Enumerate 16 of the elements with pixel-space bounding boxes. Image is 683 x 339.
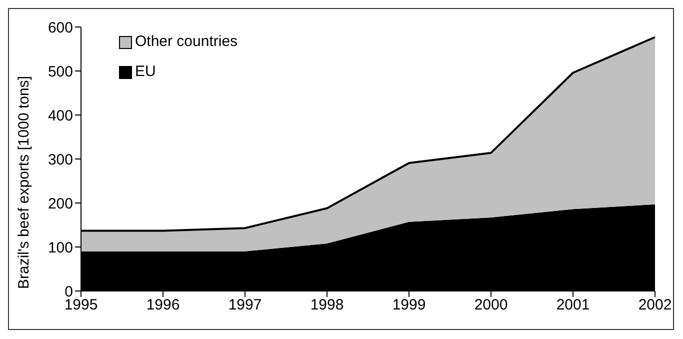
x-tick-label: 1996 bbox=[146, 296, 180, 314]
x-tick-label: 2000 bbox=[474, 296, 508, 314]
y-tick-label: 300 bbox=[48, 151, 73, 168]
y-tick-label: 500 bbox=[48, 63, 73, 80]
legend-label: Other countries bbox=[135, 32, 238, 52]
x-tick-label: 1999 bbox=[392, 296, 426, 314]
x-tick-label: 1998 bbox=[310, 296, 344, 314]
legend-label: EU bbox=[135, 62, 156, 82]
y-tick-label: 400 bbox=[48, 107, 73, 124]
x-tick-label: 2001 bbox=[556, 296, 590, 314]
y-axis-title: Brazil's beef exports [1000 tons] bbox=[15, 76, 32, 289]
y-tick-label: 100 bbox=[48, 239, 73, 256]
y-tick-label: 600 bbox=[48, 19, 73, 36]
x-tick-label: 1997 bbox=[228, 296, 262, 314]
y-tick-label: 200 bbox=[48, 195, 73, 212]
x-tick-label: 2002 bbox=[638, 296, 672, 314]
